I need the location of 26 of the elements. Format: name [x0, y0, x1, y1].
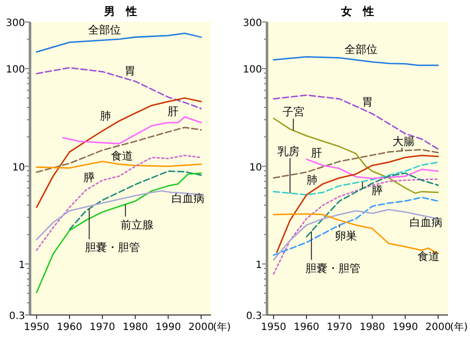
chart-title: 女 性 — [340, 5, 374, 18]
y-tick-label: 0.3 — [9, 311, 25, 322]
y-tick-label: 100 — [6, 64, 25, 76]
x-tick-label: 1950 — [24, 322, 50, 333]
x-tick-label: 1970 — [90, 322, 116, 333]
x-axis-title: (年) — [213, 321, 231, 333]
y-tick-label: 10 — [12, 162, 25, 174]
y-tick-label: 100 — [242, 64, 262, 76]
y-tick-label: 300 — [6, 18, 25, 29]
y-tick-label: 0.3 — [246, 311, 262, 322]
x-tick-label: 1990 — [155, 322, 181, 333]
x-tick-label: 1980 — [122, 322, 148, 333]
x-tick-label: 1950 — [260, 322, 286, 333]
x-tick-label: 1980 — [360, 322, 386, 333]
x-tick-label: 2000 — [425, 322, 451, 333]
x-tick-label: 1960 — [294, 322, 320, 333]
x-tick-label: 1970 — [326, 322, 352, 333]
y-tick-label: 1 — [18, 260, 25, 271]
x-axis-title: (年) — [450, 321, 468, 333]
x-tick-label: 1990 — [392, 322, 418, 333]
x-tick-label: 2000 — [188, 322, 214, 333]
y-tick-label: 300 — [242, 18, 262, 29]
x-tick-label: 1960 — [56, 322, 82, 333]
y-tick-label: 10 — [249, 162, 262, 174]
chart-title: 男 性 — [103, 5, 137, 18]
y-tick-label: 1 — [256, 260, 262, 271]
